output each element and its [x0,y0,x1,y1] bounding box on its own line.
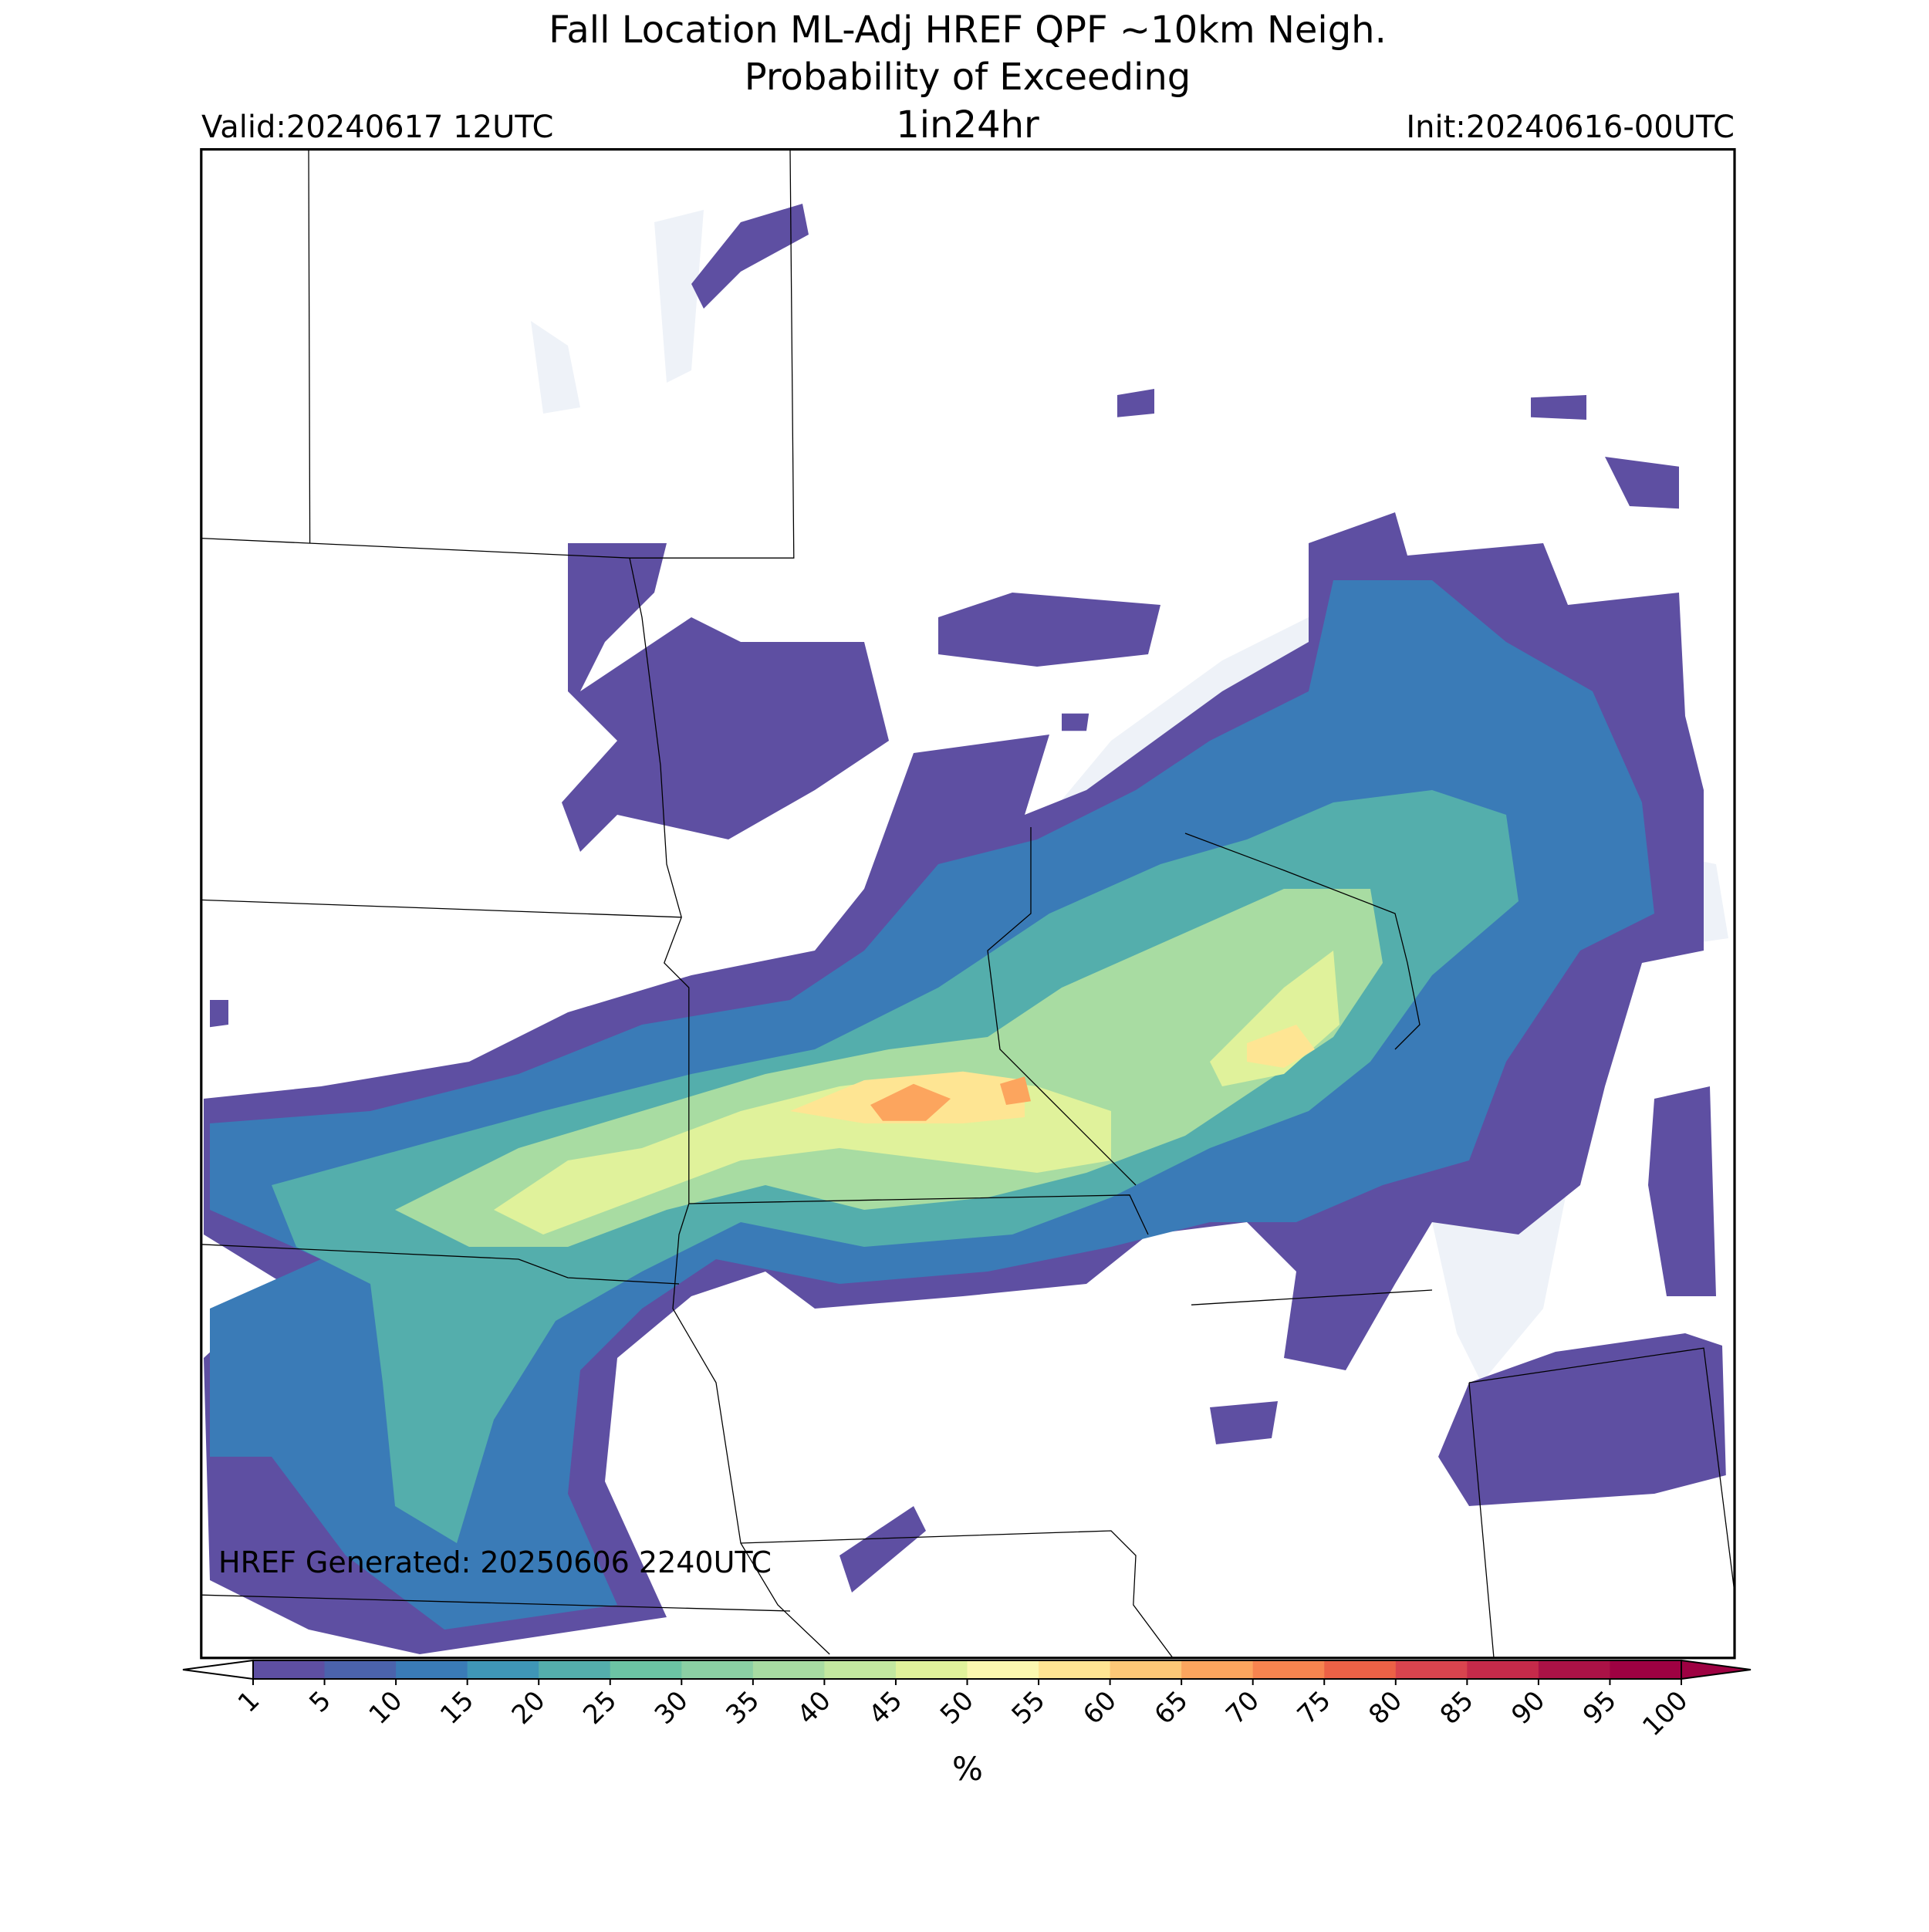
colorbar-swatch [1039,1660,1111,1679]
colorbar-tick-label: 45 [863,1685,908,1731]
colorbar-extend-high [1681,1659,1752,1680]
colorbar-extend-low [182,1659,254,1680]
colorbar-swatch [610,1660,682,1679]
colorbar-swatch [539,1660,611,1679]
colorbar-tick-label: 55 [1006,1685,1052,1731]
colorbar-swatch [253,1660,326,1679]
generated-annotation: HREF Generated: 20250606 2240UTC [218,1545,772,1579]
colorbar-tick-label: 95 [1577,1685,1623,1731]
colorbar-swatch [396,1660,468,1679]
threshold: 1in24hr [896,103,1039,147]
colorbar-tick-label: 35 [720,1685,765,1731]
colorbar-tick-label: 25 [577,1685,623,1731]
title-line: Probability of Exceeding [745,56,1191,99]
title-line: Fall Location ML-Adj HREF QPF ~10km Neig… [549,8,1387,52]
colorbar-swatch [895,1660,968,1679]
colorbar-tick-label: 70 [1220,1685,1265,1731]
colorbar-swatch [324,1660,397,1679]
colorbar-tick-label: 85 [1434,1685,1480,1731]
colorbar-swatch [1610,1660,1682,1679]
colorbar-tick-label: 65 [1149,1685,1194,1731]
colorbar-swatch [824,1660,897,1679]
colorbar-tick-label: 1 [232,1685,266,1719]
colorbar-swatch [1181,1660,1254,1679]
colorbar: 1 5 10 15 20 25 30 35 40 45 50 55 60 65 70 75 80 85 90 95 10… [182,1659,1752,1742]
colorbar-label: % [952,1750,983,1788]
colorbar-tick-label: 90 [1505,1685,1551,1731]
init-time: Init:20240616-00UTC [1406,110,1735,145]
colorbar-tick-label: 30 [649,1685,694,1731]
colorbar-tick-label: 80 [1363,1685,1408,1731]
colorbar-tick-label: 15 [434,1685,480,1731]
colorbar-swatch [681,1660,754,1679]
colorbar-swatch [1324,1660,1397,1679]
boundaries [201,149,1735,1658]
colorbar-swatch [1110,1660,1182,1679]
colorbar-tick-label: 75 [1292,1685,1337,1731]
colorbar-tick-label: 5 [303,1685,337,1719]
colorbar-tick-label: 50 [934,1685,980,1731]
colorbar-tick-label: 10 [363,1685,409,1731]
precip-areas [204,204,1726,1654]
colorbar-swatch [1395,1660,1468,1679]
colorbar-swatch [752,1660,825,1679]
colorbar-swatch [967,1660,1039,1679]
map-frame [200,148,1736,1660]
map [200,148,1736,1660]
colorbar-swatch [1467,1660,1539,1679]
colorbar-tick-label: 20 [506,1685,552,1731]
colorbar-swatch [1538,1660,1610,1679]
map-content [201,149,1735,1658]
colorbar-swatch [467,1660,539,1679]
colorbar-tick-label: 100 [1637,1685,1694,1742]
colorbar-tick-label: 40 [792,1685,837,1731]
colorbar-tick-label: 60 [1077,1685,1123,1731]
valid-time: Valid:20240617 12UTC [201,110,553,145]
colorbar-swatch [1252,1660,1325,1679]
